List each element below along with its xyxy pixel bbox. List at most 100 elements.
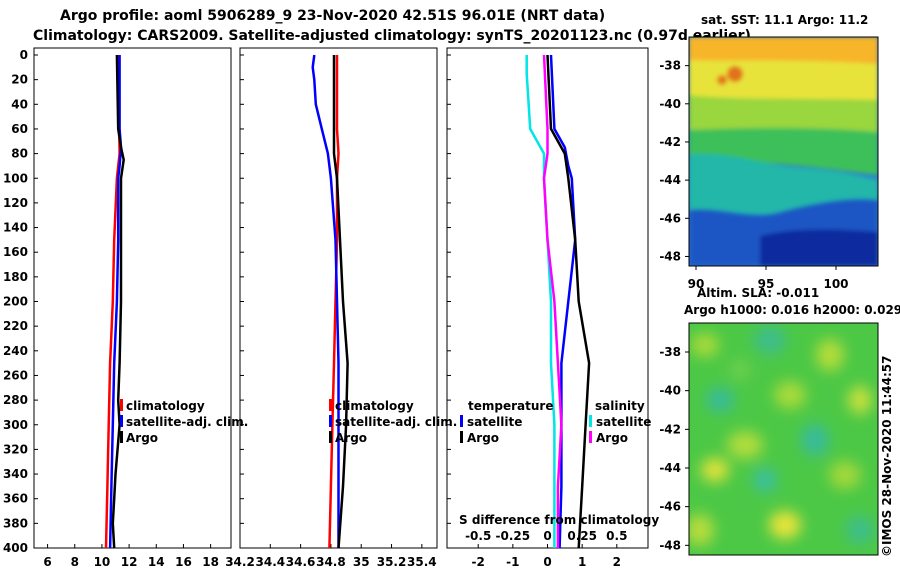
depth-tick-label: 240	[3, 344, 28, 358]
x-tick-label: 10	[94, 555, 111, 569]
sst-x-tick-label: 100	[823, 277, 848, 291]
x-tick-label: 35.2	[377, 555, 407, 569]
sla-y-tick-label: -48	[659, 538, 681, 552]
sst-warm-spot	[717, 75, 727, 85]
sla-blob	[691, 333, 719, 357]
legend-title-salinity: salinity	[595, 399, 645, 413]
sla-blob	[701, 458, 729, 482]
s-difference-tick-label: 0.25	[567, 529, 597, 543]
depth-tick-label: 80	[11, 147, 28, 161]
title-line-1: Argo profile: aoml 5906289_9 23-Nov-2020…	[60, 8, 605, 24]
depth-tick-label: 100	[3, 171, 28, 185]
legend-label-argo: Argo	[335, 431, 367, 445]
legend-label-satellite: satellite-adj. clim.	[126, 415, 248, 429]
sla-blob	[774, 381, 806, 409]
s-difference-tick-label: -0.5	[465, 529, 491, 543]
sla-y-tick-label: -40	[659, 384, 681, 398]
depth-tick-label: 180	[3, 270, 28, 284]
legend-swatch-argo	[329, 431, 332, 443]
sla-y-tick-label: -42	[659, 422, 681, 436]
sla-y-tick-label: -44	[659, 461, 681, 475]
depth-tick-label: 200	[3, 295, 28, 309]
x-tick-label: 12	[121, 555, 138, 569]
sla-y-tick-label: -38	[659, 345, 681, 359]
legend-label-sal-satellite: satellite	[596, 415, 651, 429]
depth-tick-label: 220	[3, 319, 28, 333]
sla-blob	[848, 386, 872, 414]
temperature-legend: climatology satellite-adj. clim. Argo	[120, 399, 248, 445]
legend-swatch-sal-satellite	[589, 415, 592, 427]
depth-tick-label: 360	[3, 492, 28, 506]
sst-deepblue-band	[760, 229, 878, 266]
depth-tick-label: 340	[3, 467, 28, 481]
legend-label-argo: Argo	[126, 431, 158, 445]
legend-label-satellite: satellite-adj. clim.	[335, 415, 457, 429]
credit-text: ©IMOS 28-Nov-2020 11:44:57	[880, 356, 894, 557]
s-difference-tick-label: 0.5	[606, 529, 627, 543]
legend-title-temperature: temperature	[468, 399, 553, 413]
sst-y-tick-label: -42	[659, 135, 681, 149]
series-argo-line	[332, 55, 349, 549]
title-line-2: Climatology: CARS2009. Satellite-adjuste…	[33, 28, 751, 44]
legend-swatch-temp-argo	[460, 431, 463, 443]
legend-label-climatology: climatology	[126, 399, 205, 413]
legend-label-climatology: climatology	[335, 399, 414, 413]
legend-swatch-argo	[120, 431, 123, 443]
s-difference-axis-label: S difference from climatology	[459, 513, 659, 527]
sla-map-title-2: Argo h1000: 0.016 h2000: 0.029	[684, 303, 900, 317]
sla-map-frame	[688, 322, 879, 556]
series-argo-line	[111, 54, 125, 549]
s-difference-axis: S difference from climatology -0.5 -0.25 0…	[459, 513, 659, 543]
x-tick-label: 16	[175, 555, 192, 569]
sla-blob	[727, 431, 763, 459]
sla-blob	[769, 511, 801, 539]
salinity-legend: climatology satellite-adj. clim. Argo	[329, 399, 457, 445]
sst-map-frame	[688, 36, 879, 267]
legend-swatch-climatology	[329, 399, 332, 411]
x-tick-label: 8	[71, 555, 79, 569]
depth-tick-label: 0	[20, 48, 28, 62]
legend-swatch-satellite	[120, 415, 123, 427]
sla-map: Altim. SLA: -0.011 Argo h1000: 0.016 h20…	[659, 286, 900, 556]
sst-x-tick-label: 90	[688, 277, 705, 291]
depth-tick-label: 320	[3, 442, 28, 456]
temperature-panel-frame	[33, 47, 232, 549]
legend-swatch-temp-satellite	[460, 415, 463, 427]
x-tick-label: 34.8	[316, 555, 346, 569]
sla-blob	[753, 468, 777, 492]
difference-panel: -2 -1 0 1 2	[472, 54, 621, 569]
x-tick-label: -2	[472, 555, 485, 569]
sla-blob	[689, 514, 714, 546]
x-tick-label: 35	[353, 555, 370, 569]
depth-tick-label: 300	[3, 418, 28, 432]
x-tick-label: 34.6	[286, 555, 316, 569]
sst-warm-spot	[727, 66, 743, 82]
legend-label-temp-argo: Argo	[467, 431, 499, 445]
x-tick-label: -1	[506, 555, 519, 569]
depth-tick-label: 120	[3, 196, 28, 210]
sst-y-tick-label: -38	[659, 59, 681, 73]
s-difference-tick-label: 0	[543, 529, 551, 543]
series-satellite-adj-clim-line	[311, 54, 340, 548]
series-temperature-argo-line	[546, 54, 591, 549]
sla-blob	[829, 461, 861, 489]
sst-y-tick-label: -48	[659, 249, 681, 263]
sla-blob	[754, 326, 786, 354]
x-tick-label: 0	[543, 555, 551, 569]
legend-swatch-sal-argo	[589, 431, 592, 443]
x-tick-label: 6	[43, 555, 51, 569]
depth-tick-label: 260	[3, 368, 28, 382]
sla-blob	[730, 360, 750, 380]
sla-map-title-1: Altim. SLA: -0.011	[697, 286, 819, 300]
salinity-panel: 34.2 34.4 34.6 34.8 35 35.2 35.4	[225, 54, 437, 569]
sst-y-tick-label: -40	[659, 97, 681, 111]
temperature-panel: 6 8 10 12 14 16 18	[43, 54, 219, 569]
x-tick-label: 18	[202, 555, 219, 569]
depth-axis: 0 20 40 60 80 100 120 140 160 180 200 220 240 260 280 3…	[3, 48, 451, 555]
sst-y-tick-label: -44	[659, 173, 681, 187]
sla-blob	[816, 339, 844, 371]
depth-tick-label: 140	[3, 221, 28, 235]
s-difference-tick-label: -0.25	[496, 529, 531, 543]
x-tick-label: 35.4	[407, 555, 437, 569]
